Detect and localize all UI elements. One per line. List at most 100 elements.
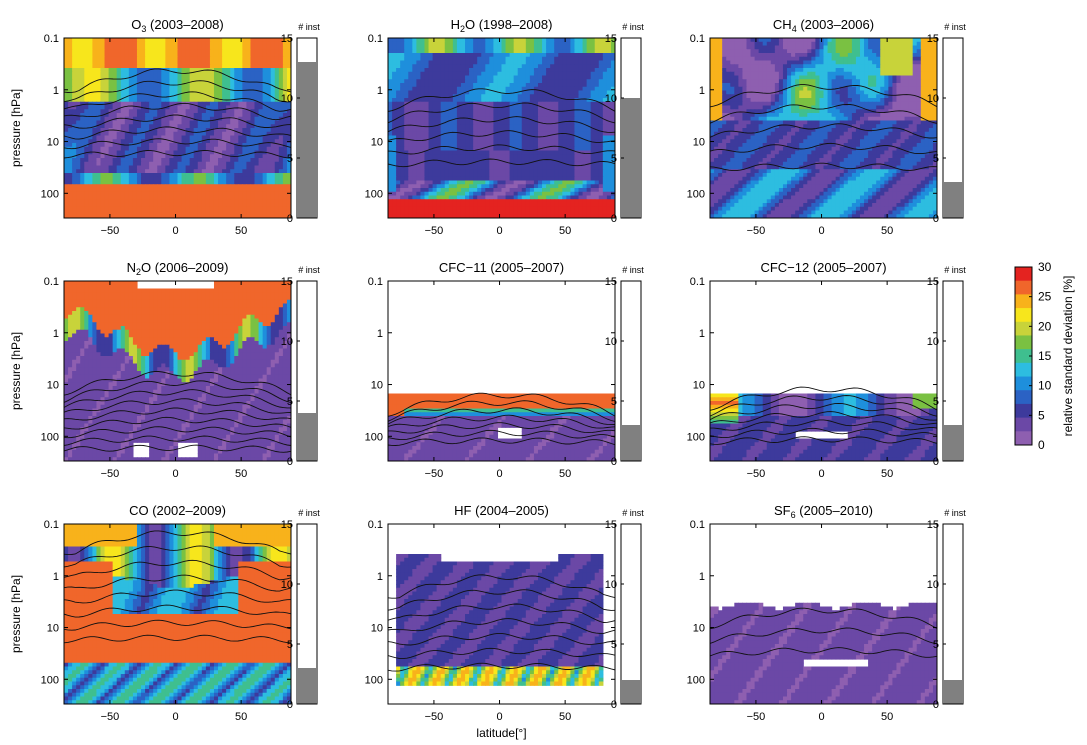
- field-cell: [525, 86, 531, 92]
- field-cell: [509, 135, 515, 140]
- field-cell: [513, 86, 519, 92]
- field-cell: [145, 210, 150, 215]
- field-cell: [136, 83, 142, 88]
- field-cell: [428, 150, 434, 155]
- field-cell: [153, 184, 158, 189]
- field-cell: [509, 90, 515, 95]
- field-cell: [165, 60, 170, 65]
- field-cell: [100, 210, 106, 215]
- field-cell: [610, 169, 615, 174]
- field-cell: [465, 139, 470, 144]
- field-cell: [529, 75, 535, 80]
- field-cell: [209, 191, 215, 197]
- field-cell: [529, 154, 535, 159]
- field-cell: [440, 83, 446, 88]
- field-cell: [493, 45, 499, 50]
- field-cell: [594, 169, 600, 174]
- field-cell: [396, 165, 401, 170]
- field-cell: [400, 135, 405, 140]
- field-cell: [234, 109, 239, 114]
- field-cell: [197, 165, 203, 170]
- field-cell: [84, 116, 89, 122]
- field-cell: [590, 94, 596, 99]
- field-cell: [153, 68, 158, 73]
- field-cell: [270, 154, 276, 159]
- field-cell: [408, 173, 413, 178]
- field-cell: [509, 143, 515, 148]
- field-cell: [533, 173, 539, 178]
- field-cell: [570, 90, 576, 95]
- field-cell: [460, 135, 466, 140]
- field-cell: [238, 71, 243, 77]
- field-cell: [201, 154, 207, 159]
- field-cell: [432, 165, 438, 170]
- field-cell: [505, 158, 511, 163]
- field-cell: [157, 150, 162, 155]
- field-cell: [546, 116, 551, 122]
- field-cell: [100, 109, 106, 114]
- field-cell: [558, 64, 563, 69]
- field-cell: [533, 169, 539, 174]
- field-cell: [513, 109, 519, 114]
- field-cell: [213, 195, 219, 200]
- field-cell: [108, 101, 114, 107]
- field-cell: [537, 56, 543, 62]
- field-cell: [68, 49, 73, 54]
- field-cell: [262, 113, 268, 118]
- field-cell: [497, 101, 503, 107]
- field-cell: [145, 180, 150, 185]
- field-cell: [136, 214, 142, 218]
- field-cell: [173, 203, 179, 208]
- field-cell: [501, 131, 507, 137]
- field-cell: [238, 203, 243, 208]
- field-cell: [218, 86, 223, 92]
- field-cell: [213, 120, 219, 125]
- field-cell: [120, 195, 126, 200]
- field-cell: [525, 143, 531, 148]
- field-cell: [542, 116, 547, 122]
- field-cell: [161, 146, 166, 152]
- field-cell: [132, 64, 138, 69]
- field-cell: [226, 128, 231, 133]
- field-cell: [136, 146, 142, 152]
- field-cell: [222, 176, 227, 182]
- field-cell: [149, 214, 154, 218]
- field-cell: [392, 53, 397, 58]
- field-cell: [153, 139, 158, 144]
- field-cell: [238, 116, 243, 122]
- field-cell: [602, 98, 608, 103]
- field-cell: [404, 38, 409, 43]
- field-cell: [230, 158, 235, 163]
- field-cell: [230, 94, 235, 99]
- field-cell: [64, 184, 69, 189]
- field-cell: [505, 139, 511, 144]
- field-cell: [513, 98, 519, 103]
- field-cell: [448, 105, 454, 110]
- field-cell: [92, 94, 98, 99]
- field-cell: [116, 214, 122, 218]
- field-cell: [521, 184, 527, 189]
- field-cell: [266, 206, 272, 212]
- field-cell: [92, 68, 98, 73]
- field-cell: [420, 116, 426, 122]
- field-cell: [570, 184, 576, 189]
- field-cell: [266, 131, 272, 137]
- field-cell: [432, 38, 438, 43]
- field-cell: [525, 135, 531, 140]
- field-cell: [485, 38, 490, 43]
- field-cell: [72, 109, 77, 114]
- field-cell: [388, 180, 393, 185]
- field-cell: [606, 53, 612, 58]
- field-cell: [404, 71, 409, 77]
- field-cell: [76, 49, 81, 54]
- field-cell: [136, 98, 142, 103]
- field-cell: [525, 45, 531, 50]
- field-cell: [230, 86, 235, 92]
- field-cell: [132, 135, 138, 140]
- field-cell: [550, 169, 555, 174]
- field-cell: [246, 184, 252, 189]
- field-cell: [258, 38, 264, 43]
- field-cell: [189, 45, 195, 50]
- field-cell: [128, 128, 134, 133]
- field-cell: [197, 131, 203, 137]
